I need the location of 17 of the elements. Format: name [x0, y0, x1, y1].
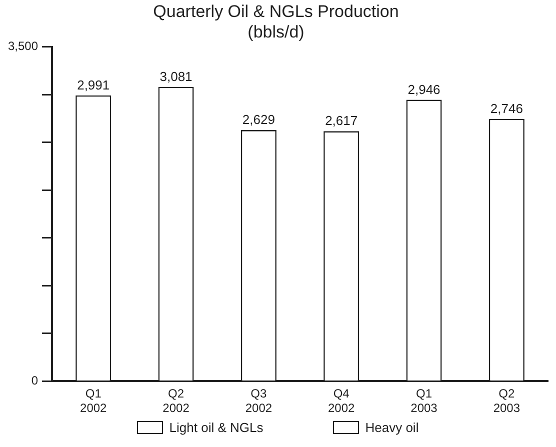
- legend-label: Heavy oil: [365, 420, 419, 435]
- x-tick-label: Q4 2002: [328, 386, 356, 416]
- data-label: 2,629: [242, 112, 275, 128]
- data-label: 2,617: [325, 113, 358, 128]
- x-tick-label: Q1 2003: [410, 386, 438, 416]
- x-tick-label: Q2 2003: [493, 386, 520, 416]
- chart-title: Quarterly Oil & NGLs Production (bbls/d): [153, 2, 399, 42]
- data-label: 2,991: [77, 78, 110, 93]
- x-tick-label: Q1 2002: [80, 386, 108, 416]
- x-tick-label: Q2 2002: [162, 386, 190, 416]
- data-label: 3,081: [160, 68, 192, 84]
- data-label: 2,746: [490, 100, 523, 116]
- text: Light oil & NGLs: [169, 420, 264, 435]
- y-tick-label: 0: [31, 374, 38, 388]
- y-tick-label: 3,500: [8, 39, 38, 54]
- x-tick-label: Q3 2002: [245, 386, 272, 416]
- data-label: 2,946: [408, 82, 440, 97]
